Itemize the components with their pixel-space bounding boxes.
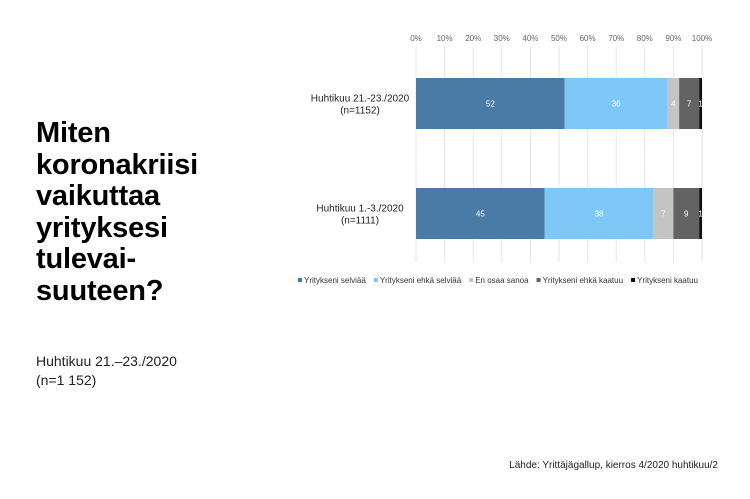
category-label: Huhtikuu 1.-3./2020 (n=1111) — [316, 204, 404, 227]
bar-segment — [673, 188, 700, 239]
x-tick-label: 10% — [437, 34, 453, 43]
legend-entry: Yritykseni ehkä selviää — [380, 276, 462, 285]
legend-entry: Yritykseni selviää — [304, 276, 366, 285]
x-tick-label: 0% — [410, 34, 422, 43]
bar-segment — [416, 188, 545, 239]
bar-segment — [699, 78, 702, 129]
x-tick-label: 20% — [465, 34, 481, 43]
x-tick-label: 80% — [637, 34, 653, 43]
x-tick-label: 100% — [692, 34, 712, 43]
data-label: 36 — [612, 100, 621, 109]
x-tick-label: 70% — [608, 34, 624, 43]
legend-entry: Yritykseni ehkä kaatuu — [543, 276, 624, 285]
bar-segment — [667, 78, 680, 129]
x-tick-label: 60% — [580, 34, 596, 43]
legend-entry: Yritykseni kaatuu — [637, 276, 698, 285]
data-label: 45 — [476, 210, 485, 219]
data-label: 7 — [687, 100, 692, 109]
bar-segment — [653, 188, 674, 239]
legend-swatch — [373, 278, 378, 282]
bar-segment — [564, 78, 668, 129]
bar-segment — [544, 188, 654, 239]
legend-swatch — [536, 278, 541, 282]
x-axis-ticks: 0% 10% 20% 30% 40% 50% 60% 70% 80% 90% 100% — [410, 34, 712, 43]
x-tick-label: 50% — [551, 34, 567, 43]
data-label: 38 — [595, 210, 604, 219]
legend-swatch — [469, 278, 474, 282]
source-note: Lähde: Yrittäjägallup, kierros 4/2020 hu… — [509, 460, 718, 471]
category-labels: Huhtikuu 21.-23./2020 (n=1152) Huhtikuu 1.… — [311, 94, 410, 227]
legend-swatch — [631, 278, 636, 282]
legend-swatch — [298, 278, 302, 282]
legend-entry: En osaa sanoa — [475, 276, 529, 285]
data-label: 1 — [698, 100, 703, 109]
bar-segment — [679, 78, 700, 129]
data-label: 9 — [684, 210, 689, 219]
x-tick-label: 40% — [522, 34, 538, 43]
category-label: Huhtikuu 21.-23./2020 (n=1152) — [311, 94, 410, 117]
x-tick-label: 90% — [665, 34, 681, 43]
data-label: 4 — [671, 100, 676, 109]
question-title: Miten koronakriisi vaikuttaa yrityksesi … — [36, 117, 198, 307]
data-label: 7 — [661, 210, 666, 219]
data-label: 52 — [486, 100, 495, 109]
bar-segment — [416, 78, 565, 129]
bar-segment — [699, 188, 702, 239]
legend: Yritykseni selviää Yritykseni ehkä selviä… — [298, 276, 698, 285]
data-label: 1 — [698, 210, 703, 219]
bars: 52 36 4 7 145 38 7 9 1 — [416, 78, 703, 239]
survey-subtitle: Huhtikuu 21.–23./2020 (n=1 152) — [36, 353, 177, 388]
x-tick-label: 30% — [494, 34, 510, 43]
